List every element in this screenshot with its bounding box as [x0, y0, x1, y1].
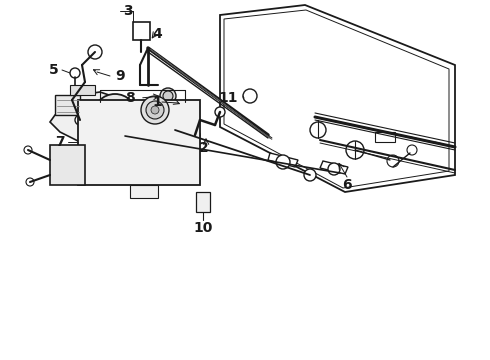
Circle shape: [108, 109, 122, 123]
Polygon shape: [320, 161, 348, 174]
Circle shape: [215, 107, 225, 117]
Circle shape: [387, 155, 399, 167]
Text: 2: 2: [199, 141, 209, 155]
Text: 8: 8: [125, 91, 135, 105]
Circle shape: [346, 141, 364, 159]
Circle shape: [101, 102, 129, 130]
Text: 10: 10: [194, 221, 213, 235]
Circle shape: [160, 88, 176, 104]
Polygon shape: [268, 153, 298, 167]
Circle shape: [75, 115, 85, 125]
Text: 1: 1: [152, 95, 162, 109]
Polygon shape: [55, 95, 80, 115]
Circle shape: [276, 155, 290, 169]
Circle shape: [310, 122, 326, 138]
Circle shape: [70, 68, 80, 78]
Circle shape: [407, 145, 417, 155]
Text: 5: 5: [49, 63, 59, 77]
Text: 3: 3: [123, 4, 133, 18]
Circle shape: [151, 106, 159, 114]
Polygon shape: [78, 100, 200, 185]
Polygon shape: [50, 92, 130, 145]
Polygon shape: [70, 85, 95, 95]
Circle shape: [24, 146, 32, 154]
Text: 9: 9: [115, 69, 125, 83]
Polygon shape: [130, 185, 158, 198]
Circle shape: [26, 178, 34, 186]
Circle shape: [163, 91, 173, 101]
Polygon shape: [375, 132, 395, 142]
Text: 11: 11: [218, 91, 238, 105]
Polygon shape: [133, 22, 150, 40]
Circle shape: [243, 89, 257, 103]
Circle shape: [93, 94, 137, 138]
Circle shape: [304, 169, 316, 181]
Circle shape: [146, 101, 164, 119]
Polygon shape: [196, 192, 210, 212]
Circle shape: [141, 96, 169, 124]
Circle shape: [88, 45, 102, 59]
Circle shape: [328, 163, 340, 175]
Polygon shape: [50, 145, 85, 185]
Text: 7: 7: [55, 135, 65, 149]
Circle shape: [190, 130, 200, 140]
Text: 6: 6: [342, 178, 352, 192]
Text: 4: 4: [152, 27, 162, 41]
